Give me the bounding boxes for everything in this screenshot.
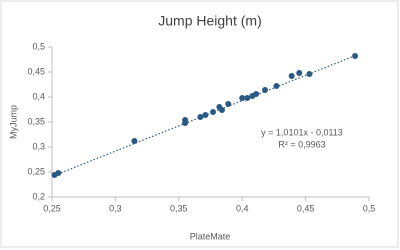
x-tick-label: 0,3	[109, 203, 122, 213]
point	[55, 170, 62, 176]
point	[182, 117, 189, 123]
point	[253, 91, 260, 97]
y-tick-label: 0,45	[27, 66, 45, 76]
trendline-equation: y = 1,0101x - 0,0113	[261, 127, 343, 137]
y-tick-label: 0,35	[27, 116, 45, 126]
point	[244, 95, 251, 101]
point	[197, 114, 204, 120]
x-tick-label: 0,5	[363, 203, 376, 213]
point	[218, 107, 225, 113]
y-axis-label: MyJump	[8, 105, 18, 139]
point	[239, 95, 246, 101]
point	[210, 109, 217, 115]
x-tick-label: 0,25	[43, 203, 61, 213]
point	[306, 71, 313, 77]
trendline-r2: R² = 0,9963	[278, 139, 325, 149]
x-tick-label: 0,45	[297, 203, 315, 213]
y-tick-label: 0,5	[32, 41, 45, 51]
x-tick-label: 0,4	[236, 203, 249, 213]
x-tick-label: 0,35	[170, 203, 188, 213]
y-tick-label: 0,3	[32, 141, 45, 151]
point	[225, 101, 232, 107]
point	[288, 73, 295, 79]
point	[273, 83, 280, 89]
point	[131, 138, 138, 144]
y-tick-label: 0,2	[32, 191, 45, 201]
point	[202, 112, 209, 118]
point	[352, 53, 359, 59]
point	[262, 87, 269, 93]
y-tick-label: 0,25	[27, 166, 45, 176]
x-axis-label: PlateMate	[190, 231, 231, 241]
y-tick-label: 0,4	[32, 91, 45, 101]
point	[296, 70, 303, 76]
chart-title: Jump Height (m)	[158, 13, 261, 29]
